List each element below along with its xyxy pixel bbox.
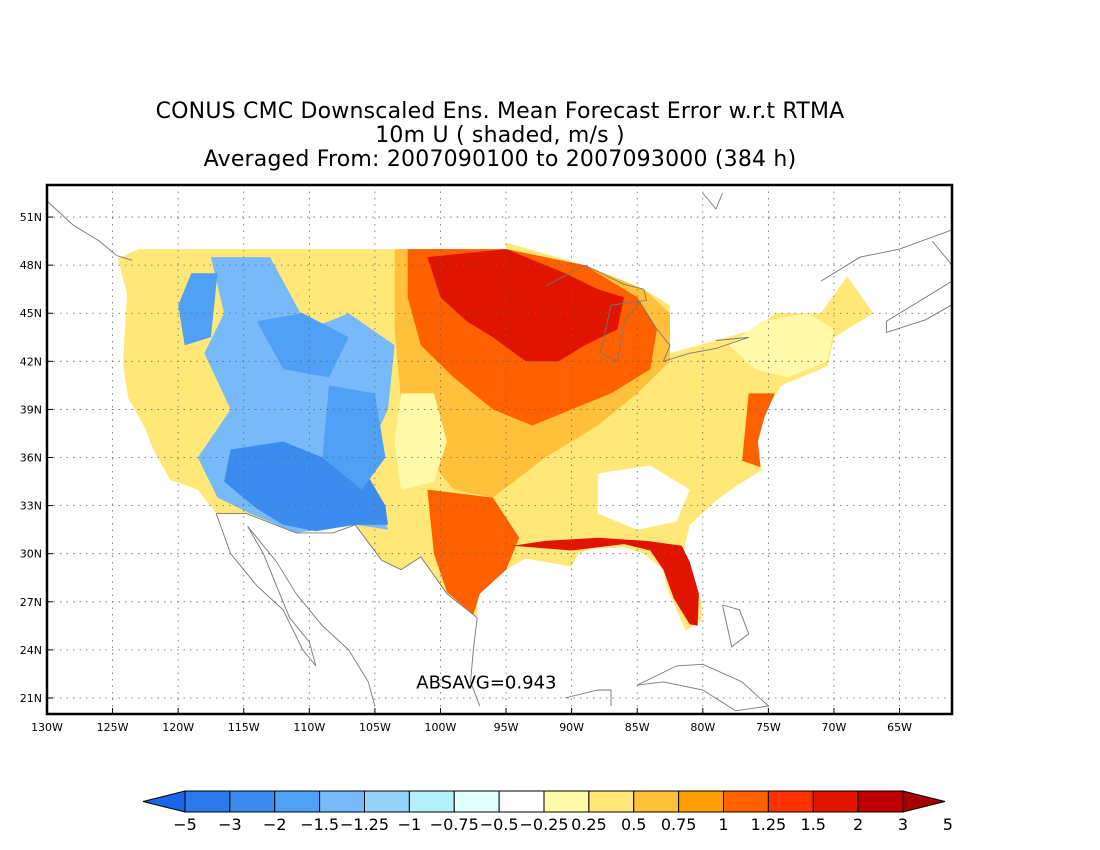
x-tick-label: 125W (97, 721, 129, 734)
colorbar-label: −0.75 (430, 815, 479, 834)
shaded-region-west-blue-3 (322, 385, 386, 490)
x-tick-label: 90W (559, 721, 584, 734)
shaded-region-central-pale (394, 393, 447, 490)
colorbar: −5 −3 −2 −1.5 −1.25 −1 −0.75 −0.5 −0.25 0.25 0.5 0.… (142, 790, 953, 834)
shaded-region-se-pale (597, 465, 690, 530)
colorbar-swatch (229, 790, 276, 813)
boundary-us-mexico-border (216, 513, 478, 619)
boundary-mexico-mainland (247, 526, 376, 707)
x-tick-label: 105W (359, 721, 391, 734)
x-tick-label: 100W (425, 721, 457, 734)
shaded-region-gulf-coast-red (512, 537, 699, 626)
x-tick-label: 120W (162, 721, 194, 734)
boundary-bahamas (722, 604, 750, 648)
y-tick-label: 39N (20, 403, 42, 416)
x-tick-label: 130W (31, 721, 63, 734)
colorbar-label: −1.5 (300, 815, 339, 834)
y-tick-label: 21N (20, 692, 42, 705)
boundary-cuba (637, 663, 770, 712)
colorbar-swatch (767, 790, 814, 813)
map-frame (45, 183, 954, 716)
colorbar-swatch (723, 790, 769, 813)
colorbar-label: −1 (398, 815, 422, 834)
colorbar-label: 5 (943, 815, 953, 834)
colorbar-label: 1.5 (801, 815, 826, 834)
title-line-3: Averaged From: 2007090100 to 2007093000 … (203, 147, 797, 172)
y-tick-label: 30N (20, 548, 42, 561)
colorbar-swatch (319, 790, 365, 813)
boundary-newfoundland-west (931, 240, 952, 266)
y-tick-label: 24N (20, 644, 42, 657)
colorbar-label: −0.5 (480, 815, 519, 834)
y-tick-label: 42N (20, 355, 42, 368)
x-tick-label: 70W (822, 721, 847, 734)
colorbar-swatch (274, 790, 321, 813)
shaded-region-nw-blue (178, 273, 218, 346)
y-tick-label: 45N (20, 307, 42, 320)
colorbar-arrow-low (142, 790, 186, 813)
colorbar-label: −5 (173, 815, 197, 834)
colorbar-swatch (364, 790, 410, 813)
boundary-mexico-gulf-coast (470, 617, 481, 707)
title-line-1: CONUS CMC Downscaled Ens. Mean Forecast … (155, 99, 845, 124)
x-tick-label: 65W (887, 721, 912, 734)
colorbar-label: 3 (898, 815, 908, 834)
x-tick-label: 80W (690, 721, 715, 734)
x-tick-label: 110W (293, 721, 325, 734)
longitude-ticks: 130W 125W 120W 115W 110W 105W 100W 95W 90W 85W 80W… (31, 708, 912, 734)
colorbar-label: 0.25 (571, 815, 607, 834)
colorbar-label: 2 (853, 815, 863, 834)
colorbar-swatch (857, 790, 904, 813)
colorbar-swatch (812, 790, 859, 813)
y-tick-label: 51N (20, 211, 42, 224)
colorbar-label: 0.75 (661, 815, 697, 834)
colorbar-swatch (498, 790, 545, 813)
colorbar-label: −0.25 (519, 815, 568, 834)
title-line-2: 10m U ( shaded, m/s ) (375, 123, 625, 148)
x-tick-label: 115W (228, 721, 260, 734)
shaded-region-west-blue-2 (256, 313, 349, 378)
y-tick-label: 48N (20, 259, 42, 272)
boundary-canada-north-coast (47, 200, 133, 261)
colorbar-swatch (543, 790, 590, 813)
colorbar-swatch (453, 790, 500, 813)
colorbar-label: 0.5 (621, 815, 646, 834)
map-boundaries (47, 192, 952, 712)
x-tick-label: 75W (756, 721, 781, 734)
boundary-mexico-west-coast (215, 513, 317, 667)
colorbar-label: −3 (218, 815, 242, 834)
colorbar-swatch (408, 790, 455, 813)
colorbar-label: −2 (263, 815, 287, 834)
y-tick-label: 36N (20, 452, 42, 465)
boundary-hudson-bay-east (702, 192, 723, 210)
y-tick-label: 33N (20, 500, 42, 513)
colorbar-swatch (678, 790, 724, 813)
colorbar-arrow-high (902, 790, 946, 813)
boundary-yucatan (564, 689, 612, 706)
latitude-ticks: 21N 24N 27N 30N 33N 36N 39N 42N 45N 48N 51N (20, 211, 53, 705)
chart-title: CONUS CMC Downscaled Ens. Mean Forecast … (0, 100, 1000, 172)
x-tick-label: 85W (625, 721, 650, 734)
boundary-quebec-coast (820, 229, 952, 282)
colorbar-label: 1 (718, 815, 728, 834)
absavg-statistic: ABSAVG=0.943 (416, 672, 556, 693)
colorbar-label: 1.25 (751, 815, 787, 834)
colorbar-swatch (588, 790, 635, 813)
boundary-great-lakes (545, 264, 749, 363)
shaded-field (117, 242, 874, 631)
colorbar-swatch (633, 790, 680, 813)
y-tick-label: 27N (20, 596, 42, 609)
boundary-nova-scotia (885, 280, 952, 334)
x-tick-label: 95W (494, 721, 519, 734)
shaded-region-texas-warm (427, 489, 520, 615)
shaded-region-east-coast-orange (742, 393, 775, 468)
lat-lon-grid (47, 185, 952, 714)
colorbar-label: −1.25 (340, 815, 389, 834)
colorbar-swatch (184, 790, 231, 813)
shaded-region-plains-red (427, 249, 625, 362)
